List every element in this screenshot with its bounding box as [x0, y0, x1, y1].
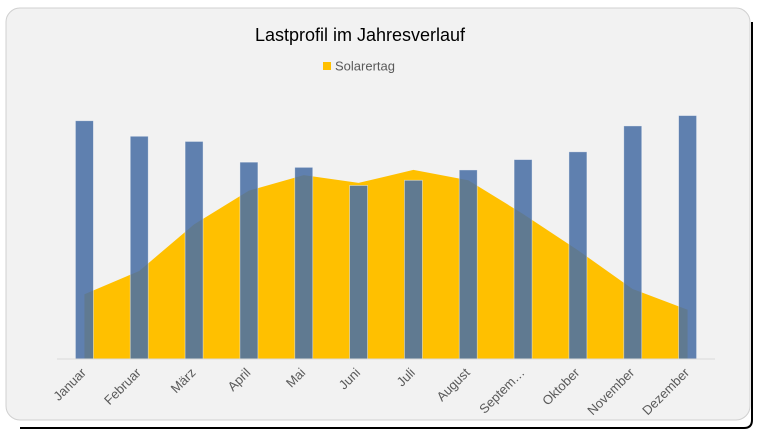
area [84, 169, 688, 359]
bar [184, 141, 204, 360]
legend-label: Solarertag [335, 58, 395, 73]
bar [623, 125, 643, 360]
bar [568, 151, 588, 360]
bar [75, 120, 94, 360]
bar [458, 169, 478, 360]
bar [404, 179, 423, 360]
bar [513, 159, 533, 360]
bar [678, 115, 697, 360]
bar [129, 135, 149, 360]
bar [294, 166, 314, 360]
card-shadow [20, 22, 753, 429]
bar [239, 161, 259, 360]
bar [349, 185, 368, 360]
chart-title: Lastprofil im Jahresverlauf [255, 25, 466, 45]
legend-swatch [323, 62, 331, 70]
